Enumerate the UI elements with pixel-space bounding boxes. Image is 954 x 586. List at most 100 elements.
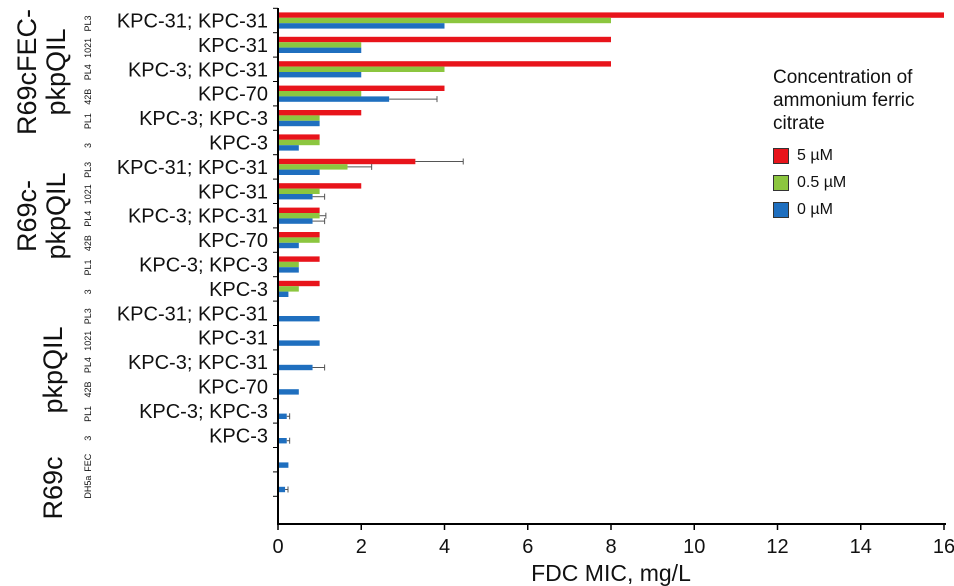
x-tick-label: 14 — [850, 536, 872, 558]
bar — [278, 218, 313, 224]
category-label: KPC-3; KPC-31 — [128, 59, 268, 81]
strain-label: PL1 — [83, 259, 93, 275]
category-label: KPC-31 — [198, 35, 268, 57]
bar — [278, 145, 299, 151]
bar — [278, 120, 320, 127]
category-label: KPC-3 — [209, 279, 268, 301]
bar — [278, 364, 313, 371]
x-tick-label: 4 — [439, 536, 450, 558]
category-label: KPC-70 — [198, 377, 268, 399]
bar — [278, 158, 416, 165]
legend-label: 0 µM — [797, 201, 833, 218]
bar — [278, 280, 320, 287]
category-label: KPC-70 — [198, 84, 268, 106]
bar — [278, 213, 320, 219]
bar — [278, 286, 299, 292]
x-tick-label: 12 — [766, 536, 788, 558]
strain-label: 3 — [83, 436, 93, 441]
legend-label: 0.5 µM — [797, 174, 847, 191]
bar — [278, 462, 289, 468]
bar — [278, 267, 299, 273]
bar — [278, 340, 320, 346]
bar — [278, 242, 299, 249]
strain-label: 42B — [83, 381, 93, 397]
strain-label: 42B — [83, 235, 93, 251]
bar — [278, 316, 320, 322]
strain-label: PL4 — [83, 64, 93, 80]
strain-label: 42B — [83, 89, 93, 105]
strain-label: PL1 — [83, 113, 93, 129]
strain-label: 3 — [83, 289, 93, 294]
x-tick-label: 8 — [605, 536, 616, 558]
category-label: KPC-31; KPC-31 — [117, 11, 268, 33]
category-label: KPC-70 — [198, 230, 268, 252]
bar — [278, 36, 611, 43]
strain-label: DH5a — [83, 476, 93, 499]
bar — [278, 389, 299, 395]
bar — [278, 23, 445, 29]
bar — [278, 413, 287, 419]
category-label: KPC-31 — [198, 328, 268, 350]
bar — [278, 169, 320, 175]
bar — [278, 291, 289, 297]
bar — [278, 91, 362, 97]
group-label-line: R69c- — [12, 180, 42, 252]
bar — [278, 110, 362, 116]
category-label: KPC-3; KPC-31 — [128, 352, 268, 374]
category-label: KPC-3; KPC-3 — [139, 401, 268, 423]
legend-swatch-green — [773, 175, 789, 191]
bar — [278, 232, 320, 238]
bar — [278, 207, 320, 213]
group-label: pkpQIL — [38, 326, 68, 413]
category-label: KPC-3 — [209, 133, 268, 155]
bar — [278, 61, 611, 67]
bar — [278, 134, 320, 140]
legend-title: Concentration of ammonium ferric citrate — [773, 67, 915, 134]
bar — [278, 42, 362, 48]
strain-label: PL3 — [83, 15, 93, 31]
category-label: KPC-3; KPC-31 — [128, 206, 268, 228]
category-label: KPC-31; KPC-31 — [117, 157, 268, 179]
strain-label: FEC — [83, 453, 93, 472]
group-label: R69c — [38, 456, 68, 519]
strain-label: 3 — [83, 143, 93, 148]
bar — [278, 96, 390, 102]
category-label: KPC-31; KPC-31 — [117, 303, 268, 325]
x-tick-label: 6 — [522, 536, 533, 558]
x-tick-label: 2 — [356, 536, 367, 558]
category-label: KPC-3; KPC-3 — [139, 255, 268, 277]
x-tick-label: 0 — [272, 536, 283, 558]
bar — [278, 237, 320, 243]
strain-label: 1021 — [83, 38, 93, 58]
bar — [278, 12, 944, 18]
strain-label: PL1 — [83, 406, 93, 422]
bar — [278, 194, 313, 200]
legend-swatch-blue — [773, 202, 789, 218]
strain-label: PL3 — [83, 162, 93, 178]
legend-label: 5 µM — [797, 147, 833, 164]
bar — [278, 164, 348, 170]
group-label-line: pkpQIL — [41, 172, 71, 259]
bar — [278, 115, 320, 121]
legend-swatch-red — [773, 148, 789, 164]
group-label-line: pkpQIL — [38, 326, 68, 413]
x-tick-label: 16 — [933, 536, 954, 558]
bar — [278, 438, 287, 444]
bar — [278, 17, 611, 24]
legend-item-0uM: 0 µM — [773, 200, 833, 220]
group-label: R69c-pkpQIL — [12, 172, 71, 259]
group-label-line: pkpQIL — [41, 28, 71, 115]
bar — [278, 183, 362, 189]
strain-label: PL4 — [83, 357, 93, 373]
bar — [278, 85, 445, 91]
category-label: KPC-31 — [198, 181, 268, 203]
bar — [278, 261, 299, 268]
strain-label: PL4 — [83, 211, 93, 227]
category-label: KPC-3; KPC-3 — [139, 108, 268, 130]
bar — [278, 256, 320, 262]
legend-item-5uM: 5 µM — [773, 146, 833, 166]
category-label: KPC-3 — [209, 425, 268, 447]
x-tick-label: 10 — [683, 536, 705, 558]
bar — [278, 72, 362, 78]
